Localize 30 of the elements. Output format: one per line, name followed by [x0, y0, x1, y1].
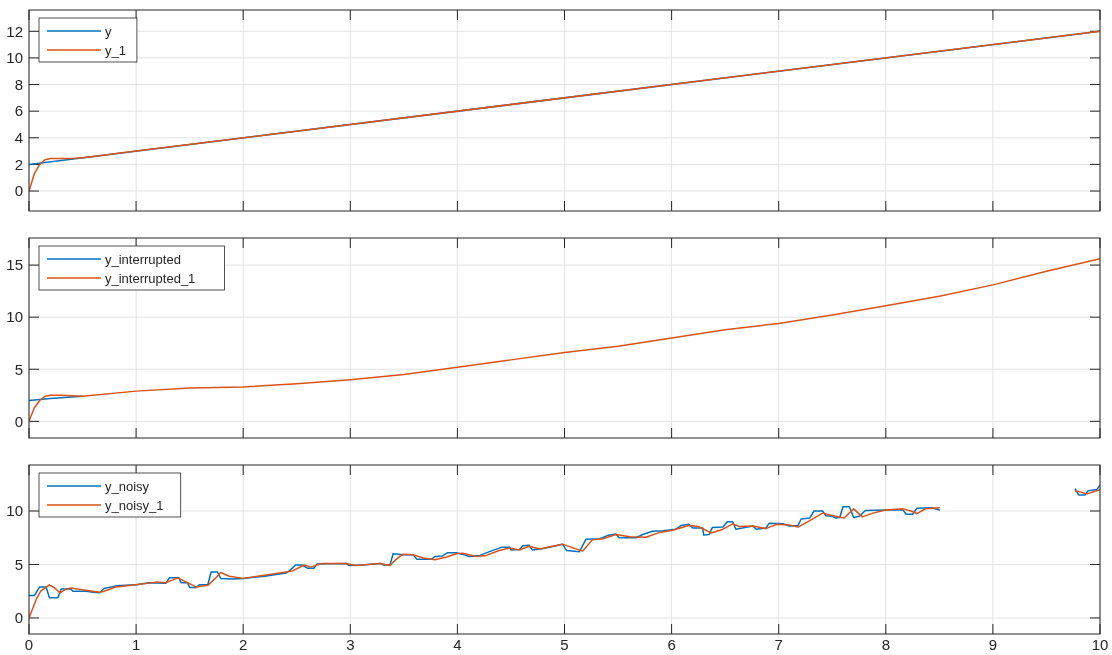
y-tick-label: 4	[14, 129, 23, 147]
y-tick-label: 0	[14, 609, 23, 627]
y-tick-label: 12	[6, 22, 23, 40]
x-tick-label: 7	[774, 636, 783, 653]
y-tick-label: 0	[14, 182, 23, 200]
legend-label: y_noisy	[105, 478, 150, 494]
x-tick-label: 3	[346, 636, 355, 653]
x-tick-label: 9	[988, 636, 998, 653]
y-tick-label: 10	[6, 502, 23, 520]
x-tick-label: 4	[453, 636, 462, 653]
legend-label: y_noisy_1	[105, 497, 164, 513]
x-tick-label: 2	[239, 636, 248, 653]
x-tick-label: 5	[560, 636, 569, 653]
x-tick-label: 6	[667, 636, 676, 653]
y-tick-label: 15	[6, 256, 23, 274]
y-tick-label: 5	[14, 360, 23, 378]
x-tick-label: 8	[881, 636, 890, 653]
legend-label: y_interrupted_1	[105, 270, 196, 286]
y-tick-label: 10	[6, 49, 23, 67]
y-tick-label: 0	[14, 412, 23, 430]
legend-label: y_interrupted	[105, 251, 181, 267]
legend-label: y	[105, 23, 112, 39]
x-tick-label: 1	[131, 636, 141, 653]
legend-label: y_1	[105, 42, 126, 58]
y-tick-label: 10	[6, 308, 23, 326]
y-tick-label: 6	[14, 102, 23, 120]
y-tick-label: 2	[14, 155, 23, 173]
y-tick-label: 8	[14, 75, 23, 93]
y-tick-label: 5	[14, 555, 23, 573]
x-tick-label: 10	[1091, 636, 1109, 653]
